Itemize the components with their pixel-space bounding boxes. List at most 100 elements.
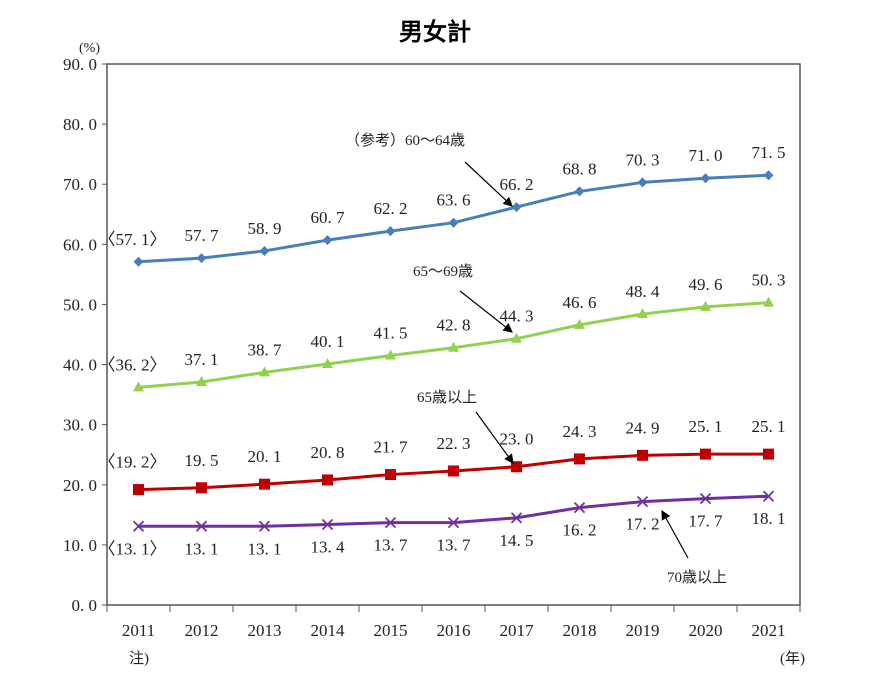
- y-tick-label: 70. 0: [63, 175, 97, 194]
- data-label: 20. 8: [311, 443, 345, 462]
- data-point-square: [637, 449, 648, 461]
- data-label: 41. 5: [374, 324, 408, 343]
- data-point-triangle: [574, 318, 585, 329]
- data-label: 〈57. 1〉: [99, 230, 167, 249]
- data-label: 25. 1: [689, 417, 723, 436]
- data-label: 13. 7: [374, 536, 409, 555]
- data-label: 50. 3: [752, 271, 786, 290]
- data-point-square: [196, 482, 207, 494]
- x-tick-label: 2020: [689, 621, 723, 640]
- data-point-x: [762, 490, 775, 502]
- data-label: 24. 9: [626, 418, 660, 437]
- data-point-square: [763, 448, 774, 460]
- y-tick-label: 10. 0: [63, 536, 97, 555]
- data-label: 40. 1: [311, 332, 345, 351]
- series-annotation: 70歳以上: [667, 569, 727, 586]
- data-point-diamond: [133, 256, 144, 267]
- y-tick-label: 60. 0: [63, 235, 97, 254]
- data-label: 49. 6: [689, 275, 723, 294]
- y-tick-label: 90. 0: [63, 55, 97, 74]
- y-tick-label: 40. 0: [63, 356, 97, 375]
- data-label: 44. 3: [500, 307, 534, 326]
- data-point-square: [322, 474, 333, 486]
- x-tick-label: 2019: [626, 621, 660, 640]
- x-tick-label: 2011: [122, 621, 155, 640]
- data-point-x: [258, 520, 271, 532]
- data-label: 37. 1: [185, 350, 219, 369]
- x-tick-label: 2015: [374, 621, 408, 640]
- data-label: 62. 2: [374, 199, 408, 218]
- annotation-arrow: [464, 161, 513, 207]
- data-point-square: [511, 461, 522, 473]
- data-label: 46. 6: [563, 293, 597, 312]
- data-point-triangle: [511, 332, 522, 343]
- data-point-x: [699, 492, 712, 505]
- data-point-diamond: [700, 173, 711, 184]
- data-point-diamond: [322, 235, 333, 246]
- data-point-square: [574, 453, 585, 465]
- data-label: 63. 6: [437, 191, 471, 210]
- annotation-arrow: [475, 411, 514, 464]
- data-label: 57. 7: [185, 226, 220, 245]
- data-point-diamond: [448, 217, 459, 228]
- x-axis-unit: (年): [780, 650, 805, 667]
- series-annotation: 65～69歳: [413, 263, 473, 280]
- data-label: 42. 8: [437, 316, 471, 335]
- data-point-triangle: [700, 300, 711, 311]
- data-point-diamond: [637, 177, 648, 188]
- y-tick-label: 80. 0: [63, 115, 97, 134]
- annotation-arrow: [459, 290, 513, 333]
- data-point-x: [321, 518, 334, 531]
- data-label: 60. 7: [311, 208, 346, 227]
- x-tick-label: 2016: [437, 621, 471, 640]
- y-tick-label: 0. 0: [72, 596, 98, 615]
- data-point-triangle: [322, 357, 333, 368]
- data-label: 58. 9: [248, 219, 282, 238]
- data-label: 13. 1: [185, 539, 219, 558]
- plot-area: [106, 63, 801, 606]
- data-label: 24. 3: [563, 422, 597, 441]
- data-label: 17. 2: [626, 515, 660, 534]
- data-label: 16. 2: [563, 521, 597, 540]
- data-label: 〈19. 2〉: [99, 453, 167, 472]
- data-label: 66. 2: [500, 175, 534, 194]
- x-tick-label: 2013: [248, 621, 282, 640]
- x-note: 注): [129, 650, 149, 667]
- data-point-square: [448, 465, 459, 477]
- data-label: 18. 1: [752, 509, 786, 528]
- data-point-diamond: [385, 226, 396, 237]
- data-point-diamond: [196, 253, 207, 264]
- data-point-x: [636, 495, 649, 508]
- data-point-triangle: [637, 308, 648, 319]
- data-label: 〈13. 1〉: [99, 539, 167, 558]
- x-tick-label: 2018: [563, 621, 597, 640]
- data-label: 38. 7: [248, 340, 283, 359]
- data-label: 22. 3: [437, 434, 471, 453]
- y-axis-unit: (%): [79, 41, 100, 56]
- data-point-diamond: [763, 170, 774, 181]
- data-label: 21. 7: [374, 438, 409, 457]
- data-label: 20. 1: [248, 447, 282, 466]
- data-point-x: [573, 501, 586, 514]
- x-tick-label: 2012: [185, 621, 219, 640]
- y-tick-label: 20. 0: [63, 476, 97, 495]
- data-label: 48. 4: [626, 282, 661, 301]
- data-point-square: [133, 484, 144, 496]
- data-point-triangle: [448, 341, 459, 352]
- data-point-triangle: [259, 366, 270, 377]
- data-point-x: [447, 517, 460, 529]
- series-annotation: （参考）60～64歳: [345, 132, 465, 149]
- data-point-triangle: [385, 349, 396, 360]
- data-label: 13. 7: [437, 536, 472, 555]
- x-tick-label: 2017: [500, 621, 535, 640]
- data-label: 13. 1: [248, 539, 282, 558]
- data-point-x: [132, 520, 145, 532]
- data-point-triangle: [133, 381, 144, 392]
- annotation-arrow: [661, 509, 689, 559]
- data-label: 71. 0: [689, 146, 723, 165]
- data-label: 17. 7: [689, 512, 724, 531]
- data-point-x: [384, 517, 397, 529]
- data-label: 19. 5: [185, 451, 219, 470]
- x-tick-label: 2014: [311, 621, 346, 640]
- data-label: 70. 3: [626, 150, 660, 169]
